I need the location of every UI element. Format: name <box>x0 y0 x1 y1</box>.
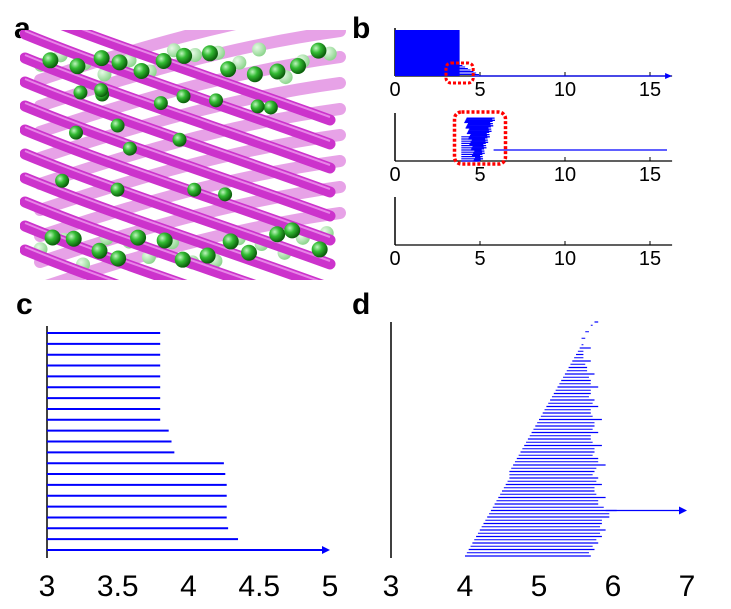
sphere <box>155 52 172 69</box>
sphere <box>250 99 265 114</box>
x-tick-label: 15 <box>639 164 661 186</box>
strand-highlight <box>24 78 331 190</box>
sphere <box>310 42 327 59</box>
sphere-faded <box>232 55 247 70</box>
x-tick-label: 6 <box>605 570 622 603</box>
front-strand <box>20 76 336 198</box>
x-tick-label: 5 <box>322 570 339 603</box>
panel-d-chart: 3 4 5 6 7 <box>383 321 696 603</box>
sphere <box>55 173 70 188</box>
sphere <box>199 247 216 264</box>
sphere <box>263 100 278 115</box>
x-tick-label: 0 <box>389 79 400 101</box>
sphere <box>122 141 137 156</box>
panel-b-histograms: 0 5 10 15 0 5 10 15 0 5 10 15 <box>389 28 673 270</box>
sphere <box>311 241 328 258</box>
sphere <box>222 233 239 250</box>
sphere <box>176 89 191 104</box>
sphere <box>187 182 202 197</box>
sphere <box>269 63 286 80</box>
strand-highlight <box>24 174 320 280</box>
sphere <box>220 61 237 78</box>
x-tick-label: 10 <box>554 79 576 101</box>
sphere <box>289 58 306 75</box>
sphere <box>156 232 173 249</box>
front-strand <box>20 244 120 280</box>
sphere <box>246 66 263 83</box>
sphere <box>110 118 125 133</box>
strand-highlight <box>24 102 331 214</box>
sphere <box>93 50 110 67</box>
x-tick-label: 10 <box>554 164 576 186</box>
x-tick-label: 10 <box>554 248 576 270</box>
x-tick-label: 4 <box>180 570 197 603</box>
arrow-head <box>665 73 673 79</box>
strand-highlight <box>24 30 331 142</box>
front-strand <box>20 52 336 174</box>
strand-highlight <box>24 246 115 280</box>
sphere <box>94 83 109 98</box>
back-strand <box>45 207 346 280</box>
front-strand <box>20 196 257 280</box>
x-tick-label: 0 <box>389 248 400 270</box>
sphere <box>65 230 82 247</box>
sphere <box>174 251 191 268</box>
sphere <box>218 187 233 202</box>
x-tick-label: 15 <box>639 248 661 270</box>
x-tick-label: 4 <box>457 570 474 603</box>
x-tick-label: 3 <box>39 570 56 603</box>
x-tick-label: 5 <box>531 570 548 603</box>
x-tick-label: 5 <box>474 248 485 270</box>
x-tick-label: 3.5 <box>97 570 139 603</box>
sphere <box>73 85 88 100</box>
sphere <box>133 62 150 79</box>
sphere <box>269 226 286 243</box>
sphere <box>69 58 86 75</box>
front-strand <box>20 172 325 280</box>
panel-label-d: d <box>352 288 371 321</box>
highlight-box <box>444 61 475 85</box>
x-tick-label: 5 <box>474 164 485 186</box>
x-tick-label: 3 <box>383 570 400 603</box>
x-tick-label: 4.5 <box>238 570 280 603</box>
x-tick-label: 7 <box>679 570 696 603</box>
x-tick-label: 5 <box>474 79 485 101</box>
sphere <box>44 229 61 246</box>
panel-label-b: b <box>352 12 371 45</box>
front-strand <box>20 148 336 270</box>
sphere <box>111 54 128 71</box>
x-tick-label: 0 <box>389 164 400 186</box>
sphere <box>69 125 84 140</box>
arrow-head <box>679 506 687 515</box>
highlight-box <box>452 110 508 166</box>
strand-highlight <box>24 126 331 238</box>
front-strand <box>20 30 336 150</box>
sphere <box>176 47 193 64</box>
sphere <box>209 93 224 108</box>
sphere <box>241 244 258 261</box>
sphere <box>91 242 108 259</box>
strand-highlight <box>24 150 331 262</box>
panel-label-c: c <box>16 288 33 321</box>
sphere <box>110 182 125 197</box>
sphere-faded <box>252 42 267 57</box>
sphere <box>172 132 187 147</box>
sphere <box>153 96 168 111</box>
sphere <box>284 222 301 239</box>
panel-c-chart: 3 3.5 4 4.5 5 <box>39 326 339 603</box>
strand-highlight <box>24 54 331 166</box>
strand-highlight <box>24 198 252 280</box>
front-strand <box>20 100 336 222</box>
data-block <box>395 30 460 76</box>
sphere <box>110 250 127 267</box>
front-strand <box>20 124 336 246</box>
arrow-head <box>322 546 330 554</box>
sphere <box>42 52 59 69</box>
beta-barrel-illustration <box>20 30 346 280</box>
x-tick-label: 15 <box>639 79 661 101</box>
sphere <box>201 45 218 62</box>
sphere <box>130 229 147 246</box>
